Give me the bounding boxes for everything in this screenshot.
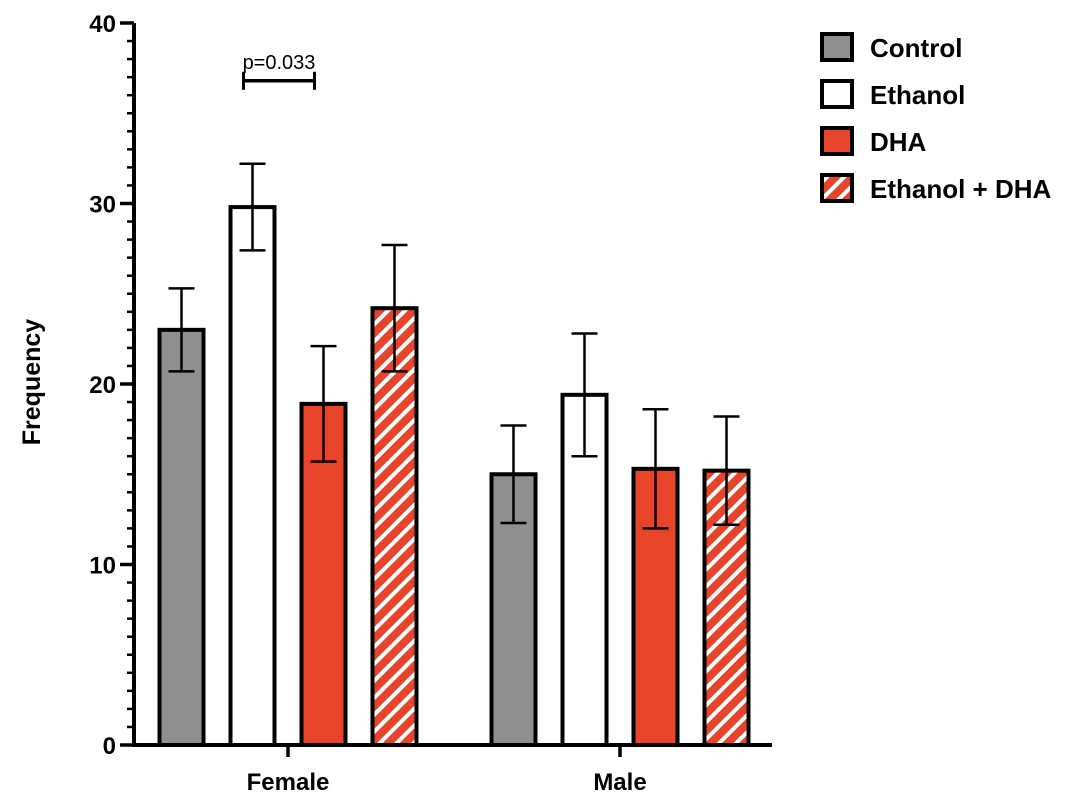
bar-female-ethanol-dha <box>370 306 419 747</box>
y-tick-label-30: 30 <box>89 192 116 219</box>
axes-layer: 0 10 20 30 40 Female Male <box>89 11 772 796</box>
significance-label: p=0.033 <box>243 52 316 74</box>
legend-swatch-ethanol <box>820 79 854 109</box>
bar-female-control <box>157 327 206 747</box>
y-tick-label-0: 0 <box>103 733 116 760</box>
bars-layer <box>157 205 751 748</box>
legend-label-dha: DHA <box>870 127 927 157</box>
bar-male-dha <box>631 466 680 747</box>
bar-female-ethanol <box>228 205 277 748</box>
error-bars-layer <box>168 162 740 530</box>
x-tick-label-female: Female <box>247 769 330 796</box>
legend: Control Ethanol DHA Ethanol + DHA <box>820 32 1052 204</box>
legend-swatch-dha <box>820 126 854 156</box>
y-tick-label-40: 40 <box>89 11 116 38</box>
legend-label-control: Control <box>870 33 962 63</box>
annotations-layer: p=0.033 <box>242 52 316 90</box>
y-axis-title: Frequency <box>18 319 46 446</box>
legend-label-ethanol: Ethanol <box>870 80 965 110</box>
y-tick-label-20: 20 <box>89 372 116 399</box>
legend-label-ethanol-dha: Ethanol + DHA <box>870 174 1052 204</box>
x-tick-label-male: Male <box>593 769 646 796</box>
y-tick-label-10: 10 <box>89 553 116 580</box>
legend-swatch-control <box>820 32 854 62</box>
legend-swatch-ethanol-dha <box>820 173 854 203</box>
